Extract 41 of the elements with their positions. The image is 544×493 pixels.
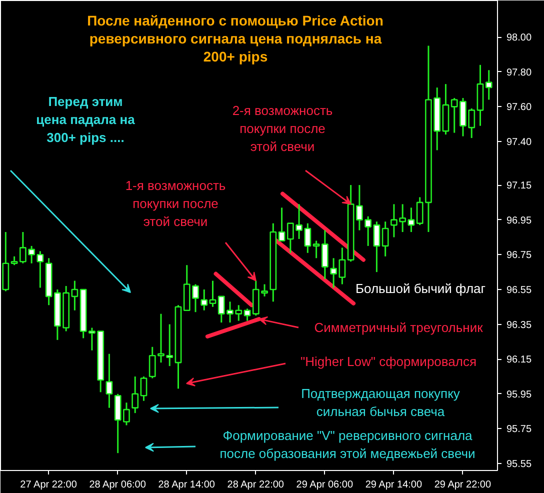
candlestick bbox=[209, 280, 216, 308]
y-tick-label: 97.15 bbox=[506, 180, 532, 192]
candlestick bbox=[278, 206, 286, 242]
y-tick-label: 95.95 bbox=[506, 389, 532, 400]
x-tick-label: 28 Apr 06:00 bbox=[89, 480, 146, 490]
y-tick-label: 97.60 bbox=[506, 102, 532, 114]
x-tick-label: 28 Apr 14:00 bbox=[158, 480, 216, 490]
x-tick-label: 29 Apr 14:00 bbox=[365, 480, 422, 490]
candlestick bbox=[382, 220, 389, 258]
text: После найденного с помощью Price Action реверсивного сигнала цена поднялась на 200+ pips bbox=[87, 12, 384, 64]
candlestick bbox=[200, 288, 208, 312]
x-tick-label: 27 Apr 22:00 bbox=[20, 480, 78, 490]
candlestick bbox=[244, 308, 251, 322]
candlestick bbox=[132, 376, 139, 414]
y-tick-label: 96.55 bbox=[506, 284, 532, 296]
x-tick-label: 29 Apr 06:00 bbox=[296, 480, 354, 490]
y-tick-label: 96.35 bbox=[506, 320, 532, 331]
y-tick-label: 96.15 bbox=[506, 354, 532, 366]
y-tick-label: 95.75 bbox=[506, 424, 532, 436]
y-tick-label: 96.95 bbox=[506, 215, 532, 226]
annotation: Большой бычий флаг bbox=[355, 281, 486, 296]
y-tick-label: 95.55 bbox=[506, 459, 532, 470]
y-tick-label: 97.40 bbox=[506, 137, 532, 148]
y-tick-label: 98.00 bbox=[506, 32, 532, 44]
y-tick-label: 97.80 bbox=[506, 67, 532, 78]
annotation: 1-я возможность покупки после этой свечи bbox=[125, 178, 226, 229]
x-tick-label: 29 Apr 22:00 bbox=[434, 480, 492, 490]
candlestick bbox=[71, 280, 78, 312]
annotation: Подтверждающая покупку сильная бычья свеча bbox=[301, 386, 460, 419]
candlestick bbox=[416, 196, 424, 226]
candlestick bbox=[106, 353, 113, 409]
annotation: Перед этим цена падала на 300+ pips .... bbox=[36, 94, 136, 145]
candlestick bbox=[485, 69, 492, 100]
x-tick-label: 28 Apr 22:00 bbox=[227, 480, 284, 490]
candlestick bbox=[140, 376, 148, 402]
annotation: Формирование "V" реверсивного сигнала после образования этой медвежьей свечи bbox=[220, 428, 476, 461]
annotation: 2-я возможность покупки после этой свечи bbox=[232, 103, 333, 154]
annotation: "Higher Low" сформировался bbox=[300, 354, 477, 369]
annotation: Симметричный треугольник bbox=[314, 320, 484, 335]
y-tick-label: 96.75 bbox=[506, 250, 532, 262]
candlestick bbox=[408, 206, 415, 233]
